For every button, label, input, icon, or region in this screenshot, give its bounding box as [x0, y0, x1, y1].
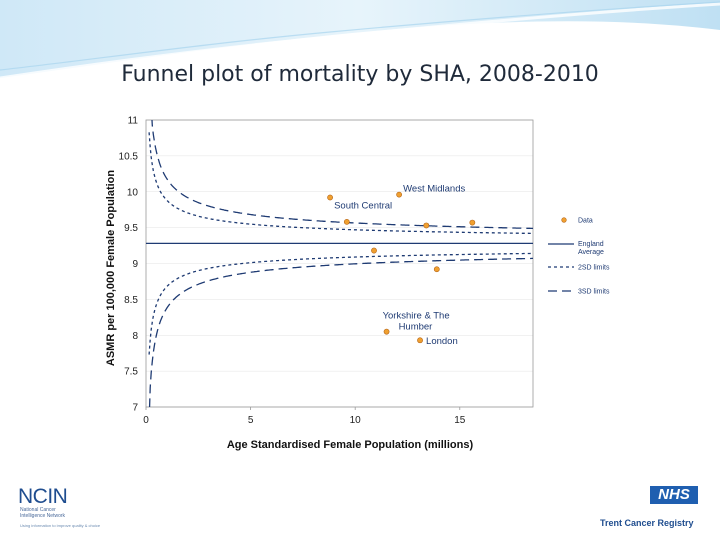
- y-tick-label: 9.5: [124, 223, 138, 234]
- y-axis-title: ASMR per 100,000 Female Population: [105, 170, 117, 367]
- y-tick-label: 10.5: [119, 151, 139, 162]
- y-tick-label: 9: [132, 259, 138, 270]
- lower-3sd-limits: [148, 257, 533, 407]
- x-tick-label: 10: [350, 415, 362, 426]
- y-tick-label: 10: [127, 187, 139, 198]
- slide-title: Funnel plot of mortality by SHA, 2008-20…: [121, 62, 599, 87]
- data-point: [469, 219, 476, 226]
- x-tick-label: 0: [143, 415, 149, 426]
- slide-banner: [0, 0, 720, 80]
- ncin-tagline: Using information to improve quality & c…: [20, 523, 101, 528]
- data-point: [433, 266, 440, 273]
- legend-label: 3SD limits: [578, 289, 610, 296]
- point-annotation: Yorkshire & The Humber: [383, 311, 450, 333]
- data-point: [343, 218, 350, 225]
- legend-label: England Average: [578, 241, 604, 256]
- legend-symbol: [561, 217, 567, 223]
- data-point: [383, 328, 390, 335]
- data-point: [396, 191, 403, 198]
- data-point: [371, 247, 377, 254]
- ncin-logo: NCIN National Cancer Intelligence Networ…: [18, 485, 110, 531]
- upper-3sd-limits: [151, 120, 533, 230]
- plot-area: [145, 119, 534, 408]
- axis-ticks: 7 7.5 8 8.5 9 9.5 10 10.5 11 0 5 10 15: [119, 116, 466, 427]
- y-tick-label: 8: [132, 331, 138, 342]
- lower-2sd-limits: [148, 252, 533, 355]
- data-points: South Central West Midlands Yorkshire & Th…: [327, 184, 476, 347]
- data-point: [327, 194, 333, 201]
- ncin-subtitle-line1: National Cancer: [20, 507, 56, 513]
- x-tick-label: 5: [248, 415, 254, 426]
- y-tick-label: 7: [132, 403, 138, 414]
- y-tick-label: 8.5: [124, 295, 138, 306]
- plot-gridlines: [146, 119, 533, 408]
- y-tick-label: 7.5: [124, 367, 138, 378]
- legend-label: 2SD limits: [578, 265, 610, 272]
- x-axis-title: Age Standardised Female Population (mill…: [227, 439, 474, 451]
- data-point: [417, 337, 423, 344]
- chart-legend: Data England Average 2SD limits 3SD limits: [548, 217, 610, 296]
- ncin-logo-text: NCIN: [18, 485, 68, 508]
- funnel-plot: South Central West Midlands Yorkshire & Th…: [105, 116, 610, 452]
- y-tick-label: 11: [128, 116, 139, 127]
- legend-label: Data: [578, 218, 593, 225]
- point-annotation: South Central: [334, 200, 392, 211]
- point-annotation: West Midlands: [403, 184, 465, 195]
- point-annotation: London: [426, 336, 458, 347]
- upper-2sd-limits: [148, 132, 533, 235]
- x-tick-label: 15: [454, 415, 466, 426]
- control-limits: [148, 120, 533, 407]
- registry-name: Trent Cancer Registry: [600, 518, 694, 528]
- data-point: [423, 222, 430, 229]
- ncin-subtitle-line2: Intelligence Network: [20, 513, 66, 519]
- nhs-logo: NHS: [650, 486, 698, 504]
- ncin-subtitle: National Cancer Intelligence Network: [20, 507, 65, 519]
